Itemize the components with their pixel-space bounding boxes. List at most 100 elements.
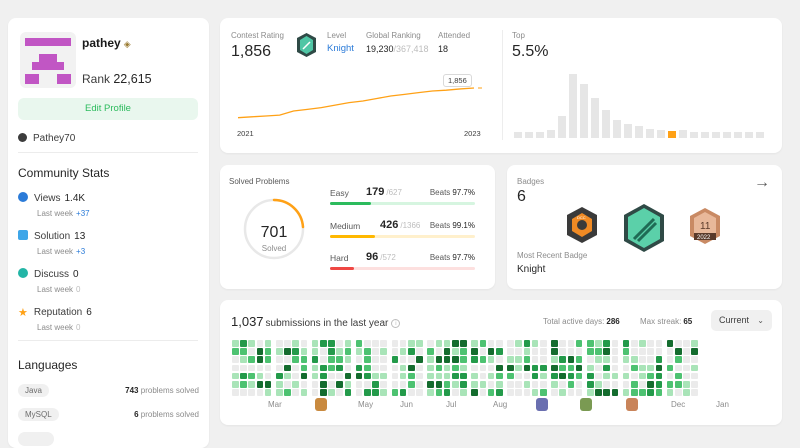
heatmap-cell[interactable] bbox=[471, 364, 478, 372]
heatmap-cell[interactable] bbox=[675, 372, 682, 380]
heatmap-cell[interactable] bbox=[551, 340, 558, 347]
heatmap-cell[interactable] bbox=[372, 348, 379, 355]
heatmap-cell[interactable] bbox=[311, 389, 319, 396]
heatmap-cell[interactable] bbox=[391, 381, 399, 388]
heatmap-cell[interactable] bbox=[655, 340, 663, 347]
heatmap-cell[interactable] bbox=[639, 381, 646, 388]
heatmap-cell[interactable] bbox=[408, 381, 415, 388]
heatmap-cell[interactable] bbox=[675, 348, 682, 355]
heatmap-cell[interactable] bbox=[443, 372, 451, 380]
heatmap-cell[interactable] bbox=[595, 381, 602, 388]
heatmap-cell[interactable] bbox=[540, 372, 547, 380]
heatmap-cell[interactable] bbox=[452, 356, 459, 363]
heatmap-cell[interactable] bbox=[639, 389, 646, 396]
heatmap-cell[interactable] bbox=[408, 348, 415, 355]
heatmap-cell[interactable] bbox=[515, 340, 522, 347]
heatmap-cell[interactable] bbox=[344, 348, 352, 355]
heatmap-cell[interactable] bbox=[391, 389, 399, 396]
heatmap-cell[interactable] bbox=[559, 356, 566, 363]
heatmap-cell[interactable] bbox=[443, 356, 451, 363]
heatmap-cell[interactable] bbox=[479, 381, 487, 388]
heatmap-cell[interactable] bbox=[666, 340, 674, 347]
heatmap-cell[interactable] bbox=[240, 381, 247, 388]
heatmap-cell[interactable] bbox=[276, 348, 283, 355]
heatmap-cell[interactable] bbox=[256, 389, 264, 396]
heatmap-cell[interactable] bbox=[647, 340, 654, 347]
heatmap-cell[interactable] bbox=[364, 364, 371, 372]
heatmap-cell[interactable] bbox=[320, 348, 327, 355]
heatmap-cell[interactable] bbox=[479, 372, 487, 380]
heatmap-cell[interactable] bbox=[647, 348, 654, 355]
heatmap-cell[interactable] bbox=[240, 389, 247, 396]
heatmap-cell[interactable] bbox=[248, 348, 255, 355]
heatmap-cell[interactable] bbox=[611, 348, 619, 355]
heatmap-cell[interactable] bbox=[416, 356, 423, 363]
heatmap-cell[interactable] bbox=[487, 348, 495, 355]
heatmap-cell[interactable] bbox=[328, 364, 335, 372]
heatmap-cell[interactable] bbox=[471, 381, 478, 388]
heatmap-cell[interactable] bbox=[639, 364, 646, 372]
heatmap-cell[interactable] bbox=[399, 364, 407, 372]
annual-badge-icon[interactable]: 11 2022 bbox=[688, 207, 722, 245]
heatmap-cell[interactable] bbox=[540, 356, 547, 363]
heatmap-cell[interactable] bbox=[435, 389, 443, 396]
heatmap-cell[interactable] bbox=[551, 356, 558, 363]
heatmap-cell[interactable] bbox=[655, 389, 663, 396]
heatmap-cell[interactable] bbox=[427, 364, 434, 372]
heatmap-cell[interactable] bbox=[416, 340, 423, 347]
heatmap-cell[interactable] bbox=[284, 356, 291, 363]
heatmap-cell[interactable] bbox=[408, 389, 415, 396]
heatmap-cell[interactable] bbox=[300, 364, 308, 372]
heatmap-cell[interactable] bbox=[603, 372, 610, 380]
heatmap-cell[interactable] bbox=[256, 340, 264, 347]
heatmap-cell[interactable] bbox=[372, 372, 379, 380]
heatmap-cell[interactable] bbox=[471, 340, 478, 347]
heatmap-cell[interactable] bbox=[344, 372, 352, 380]
heatmap-cell[interactable] bbox=[300, 389, 308, 396]
heatmap-cell[interactable] bbox=[666, 348, 674, 355]
heatmap-cell[interactable] bbox=[666, 372, 674, 380]
heatmap-cell[interactable] bbox=[380, 364, 387, 372]
heatmap-cell[interactable] bbox=[691, 340, 698, 347]
heatmap-cell[interactable] bbox=[683, 381, 690, 388]
heatmap-cell[interactable] bbox=[471, 372, 478, 380]
heatmap-cell[interactable] bbox=[311, 364, 319, 372]
heatmap-cell[interactable] bbox=[471, 389, 478, 396]
heatmap-cell[interactable] bbox=[256, 356, 264, 363]
heatmap-cell[interactable] bbox=[647, 381, 654, 388]
heatmap-cell[interactable] bbox=[248, 381, 255, 388]
heatmap-cell[interactable] bbox=[344, 340, 352, 347]
heatmap-cell[interactable] bbox=[479, 348, 487, 355]
heatmap-cell[interactable] bbox=[551, 348, 558, 355]
heatmap-cell[interactable] bbox=[248, 364, 255, 372]
heatmap-cell[interactable] bbox=[603, 389, 610, 396]
heatmap-cell[interactable] bbox=[611, 340, 619, 347]
heatmap-cell[interactable] bbox=[391, 372, 399, 380]
heatmap-cell[interactable] bbox=[675, 364, 682, 372]
heatmap-cell[interactable] bbox=[248, 389, 255, 396]
heatmap-cell[interactable] bbox=[575, 389, 583, 396]
heatmap-cell[interactable] bbox=[364, 372, 371, 380]
heatmap-cell[interactable] bbox=[507, 348, 514, 355]
edit-profile-button[interactable]: Edit Profile bbox=[18, 98, 198, 120]
heatmap-cell[interactable] bbox=[595, 372, 602, 380]
heatmap-cell[interactable] bbox=[320, 372, 327, 380]
heatmap-cell[interactable] bbox=[655, 348, 663, 355]
heatmap-cell[interactable] bbox=[595, 389, 602, 396]
heatmap-cell[interactable] bbox=[496, 340, 503, 347]
top-histogram[interactable] bbox=[514, 66, 770, 141]
heatmap-cell[interactable] bbox=[559, 381, 566, 388]
heatmap-cell[interactable] bbox=[567, 340, 575, 347]
heatmap-cell[interactable] bbox=[380, 372, 387, 380]
submission-heatmap[interactable] bbox=[232, 340, 774, 396]
heatmap-cell[interactable] bbox=[344, 381, 352, 388]
heatmap-cell[interactable] bbox=[399, 348, 407, 355]
heatmap-cell[interactable] bbox=[380, 348, 387, 355]
heatmap-cell[interactable] bbox=[587, 356, 594, 363]
heatmap-cell[interactable] bbox=[391, 340, 399, 347]
heatmap-cell[interactable] bbox=[452, 372, 459, 380]
heatmap-cell[interactable] bbox=[603, 356, 610, 363]
heatmap-cell[interactable] bbox=[408, 340, 415, 347]
heatmap-cell[interactable] bbox=[655, 356, 663, 363]
heatmap-cell[interactable] bbox=[540, 381, 547, 388]
